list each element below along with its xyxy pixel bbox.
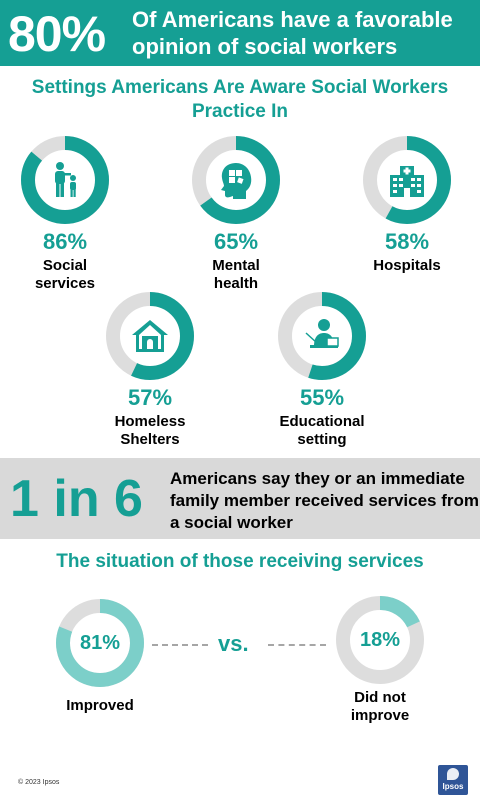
setting-homeless-shelters-label-line: Shelters <box>120 431 180 448</box>
header-text: Of Americans have a favorable opinion of… <box>132 7 453 59</box>
setting-hospitals-ring-arc <box>363 136 451 224</box>
dashed-connector-left <box>152 644 208 646</box>
settings-title: Settings Americans Are Aware Social Work… <box>31 77 449 122</box>
setting-mental-health-donut <box>189 133 283 227</box>
head-puzzle-icon <box>216 160 256 200</box>
situation-improved-donut: 81% <box>53 596 147 690</box>
situation-did-not-improve-ring-arc <box>336 596 424 684</box>
situation-title: The situation of those receiving service… <box>56 551 424 572</box>
situation-did-not-improve-label-line: improve <box>350 707 410 724</box>
stat-band <box>0 458 480 539</box>
setting-mental-health-value: 65% <box>213 229 259 254</box>
setting-educational-setting-label-line: Educational <box>279 413 365 430</box>
setting-homeless-shelters-donut <box>103 289 197 383</box>
setting-mental-health-label-line: Mental <box>212 257 260 274</box>
situation-improved-value-label: 81% <box>79 632 121 654</box>
house-icon <box>130 316 170 356</box>
logo-drop-shape <box>447 768 459 780</box>
setting-educational-setting-label-line: setting <box>297 431 347 448</box>
header-banner <box>0 0 480 66</box>
setting-social-services-ring-arc <box>21 136 109 224</box>
setting-homeless-shelters-value: 57% <box>127 385 173 410</box>
setting-mental-health-ring-arc <box>192 136 280 224</box>
situation-did-not-improve-label-line: Did not <box>354 689 406 706</box>
situation-did-not-improve-value-label: 18% <box>359 629 401 651</box>
hospital-icon <box>387 160 427 200</box>
copyright-text: © 2023 Ipsos <box>18 779 60 786</box>
setting-educational-setting-ring-arc <box>278 292 366 380</box>
logo-text: Ipsos <box>442 782 464 791</box>
situation-improved-ring-arc <box>56 599 144 687</box>
vs-label: vs. <box>218 631 249 656</box>
setting-social-services-label-line: Social <box>42 257 88 274</box>
setting-social-services-label-line: services <box>34 275 96 292</box>
setting-educational-setting-donut <box>275 289 369 383</box>
teacher-icon <box>302 316 342 356</box>
setting-mental-health-label-line: health <box>213 275 259 292</box>
band-text: Americans say they or an immediate famil… <box>170 469 480 532</box>
setting-hospitals-donut <box>360 133 454 227</box>
setting-homeless-shelters-label-line: Homeless <box>114 413 186 430</box>
header-stat: 80% <box>8 6 106 62</box>
setting-social-services-donut <box>18 133 112 227</box>
setting-educational-setting-value: 55% <box>299 385 345 410</box>
setting-hospitals-label-line: Hospitals <box>373 257 441 274</box>
situation-did-not-improve-donut: 18% <box>333 593 427 687</box>
setting-social-services-value: 86% <box>42 229 88 254</box>
dashed-connector-right <box>268 644 326 646</box>
setting-hospitals-value: 58% <box>384 229 430 254</box>
situation-improved-label-line: Improved <box>66 697 134 714</box>
setting-homeless-shelters-ring-arc <box>106 292 194 380</box>
ipsos-logo: Ipsos <box>438 765 468 795</box>
family-icon <box>45 160 85 200</box>
band-stat: 1 in 6 <box>10 470 143 528</box>
